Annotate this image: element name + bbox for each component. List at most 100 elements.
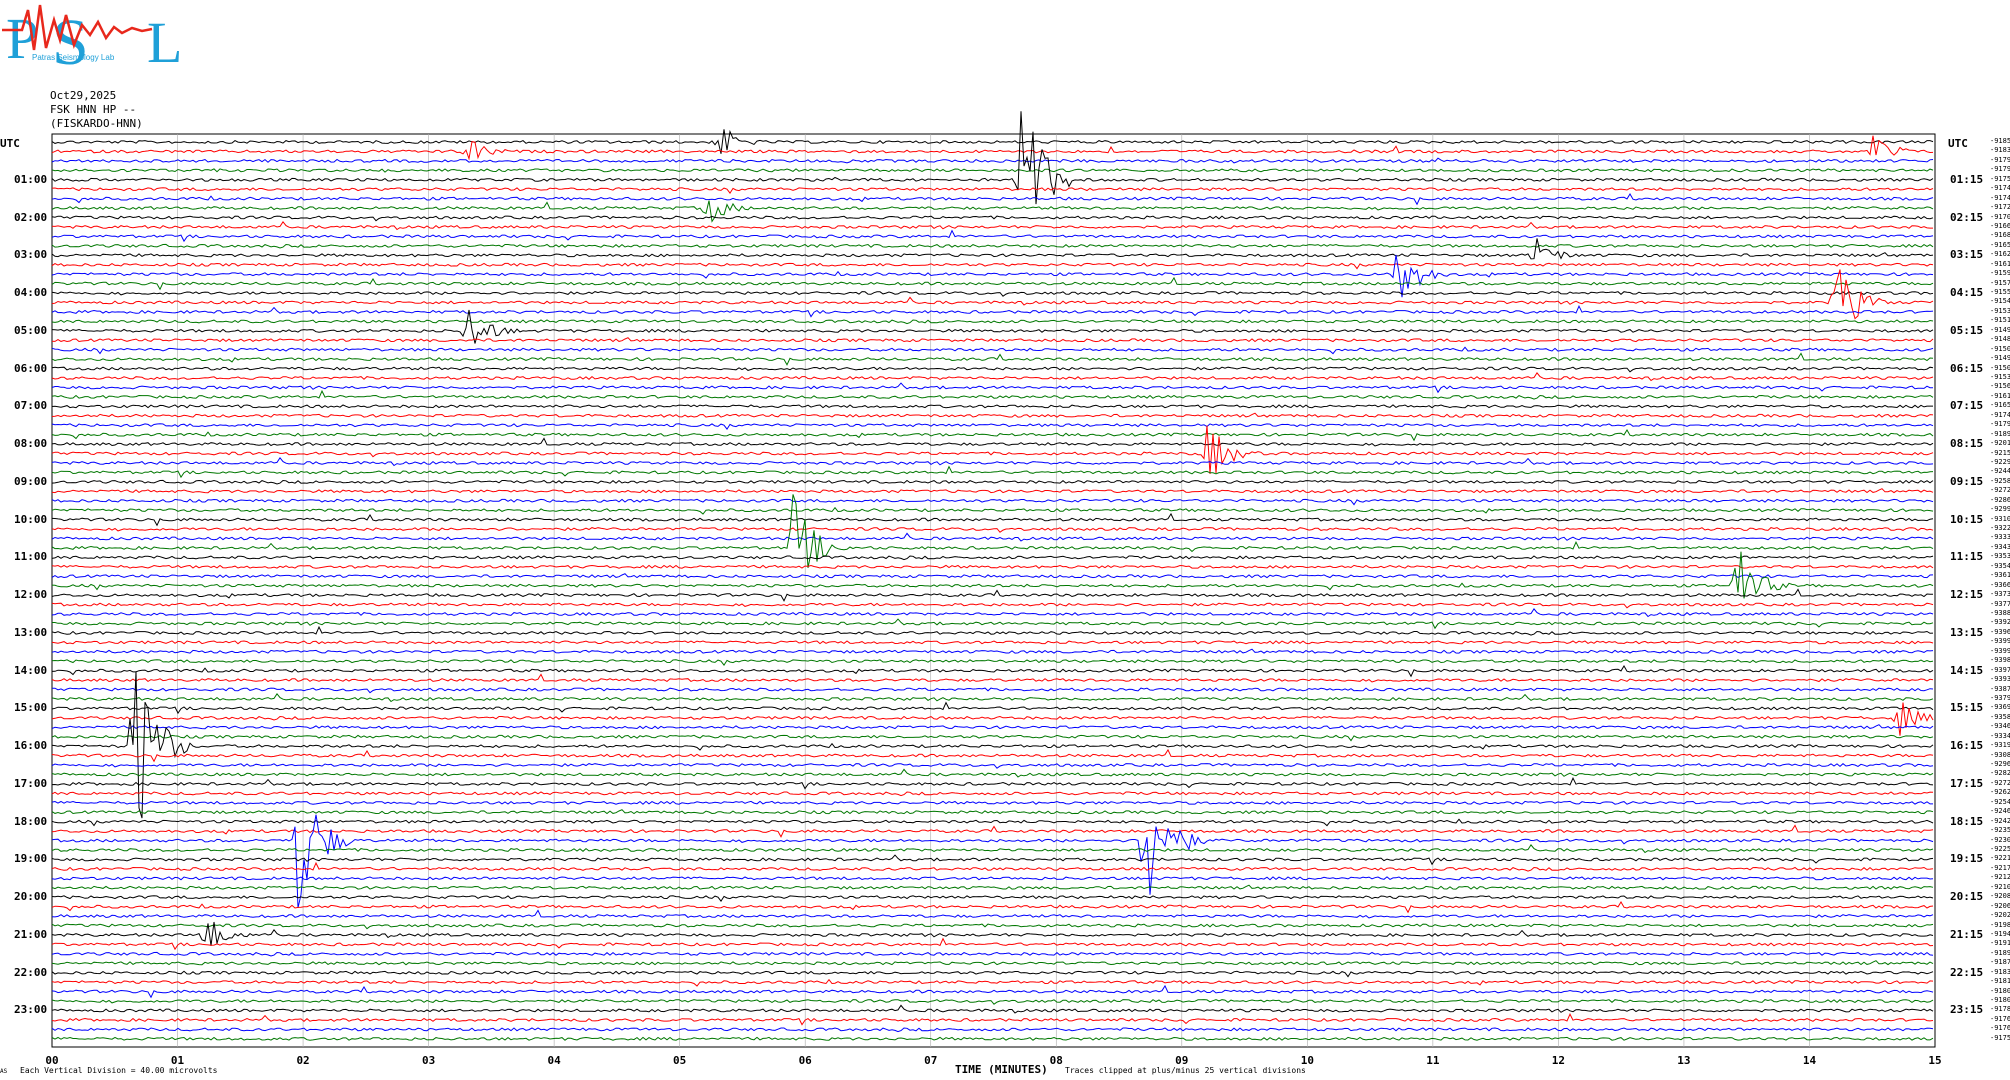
seismic-trace [51, 763, 1934, 769]
seismic-trace [51, 777, 1934, 790]
right-time-label: 17:15 [1950, 776, 1984, 790]
trace-count-label: -9369 [1990, 703, 2010, 712]
seismic-trace [51, 423, 1934, 430]
x-tick-label: 05 [673, 1054, 687, 1067]
seismic-trace [51, 111, 1934, 205]
right-time-label: 02:15 [1950, 210, 1984, 224]
psl-logo: P S L Patras Seismology Lab [2, 0, 202, 79]
right-time-label: 10:15 [1950, 512, 1984, 526]
x-tick-label: 02 [296, 1054, 310, 1067]
left-time-label: 22:00 [14, 965, 48, 979]
trace-count-label: -9159 [1990, 269, 2010, 278]
trace-count-label: -9392 [1990, 618, 2010, 627]
seismic-trace [51, 200, 1934, 223]
x-tick-label: 00 [45, 1054, 59, 1067]
trace-count-label: -9230 [1990, 835, 2010, 844]
seismic-trace [51, 673, 1934, 683]
trace-count-label: -9194 [1990, 929, 2010, 938]
trace-count-label: -9242 [1990, 816, 2010, 825]
logo-letter-l: L [147, 10, 182, 70]
x-tick-label: 01 [170, 1054, 185, 1067]
trace-count-label: -9206 [1990, 901, 2010, 910]
utc-left-label: UTC [0, 137, 20, 150]
trace-count-label: -9165 [1990, 240, 2010, 249]
site-label: (FISKARDO-HNN) [50, 117, 143, 130]
trace-count-label: -9258 [1990, 476, 2010, 485]
trace-count-label: -9396 [1990, 627, 2010, 636]
seismic-trace [51, 818, 1934, 827]
right-time-label: 01:15 [1950, 172, 1984, 186]
seismic-trace [51, 494, 1934, 568]
seismic-trace [51, 1013, 1934, 1026]
seismic-trace [51, 319, 1934, 325]
seismic-trace [51, 588, 1934, 602]
trace-count-label: -9361 [1990, 571, 2010, 580]
left-time-label: 19:00 [14, 852, 48, 866]
trace-count-label: -9151 [1990, 316, 2010, 325]
seismic-trace [51, 465, 1934, 479]
x-tick-label: 14 [1802, 1054, 1817, 1067]
trace-count-label: -9212 [1990, 873, 2010, 882]
right-time-label: 21:15 [1950, 927, 1984, 941]
left-time-label: 10:00 [14, 512, 48, 526]
seismic-trace [51, 352, 1934, 366]
trace-count-label: -9201 [1990, 439, 2010, 448]
x-axis-label: TIME (MINUTES) [955, 1063, 1048, 1076]
seismic-trace [51, 193, 1934, 206]
trace-count-label: -9168 [1990, 231, 2010, 240]
left-time-label: 18:00 [14, 814, 48, 828]
trace-count-label: -9244 [1990, 467, 2010, 476]
seismic-trace [51, 800, 1933, 805]
x-tick-label: 08 [1049, 1054, 1063, 1067]
left-time-label: 13:00 [14, 625, 48, 639]
seismic-trace [51, 429, 1934, 442]
left-time-label: 11:00 [14, 550, 48, 564]
seismic-trace [51, 970, 1934, 978]
seismic-trace [51, 960, 1934, 966]
left-time-label: 07:00 [14, 399, 48, 413]
trace-count-label: -9254 [1990, 797, 2010, 806]
left-time-label: 17:00 [14, 776, 48, 790]
seismic-trace [51, 262, 1934, 270]
trace-count-label: -9187 [1990, 958, 2010, 967]
trace-count-label: -9286 [1990, 495, 2010, 504]
seismic-trace [51, 923, 1934, 930]
left-time-label: 15:00 [14, 701, 48, 715]
seismic-trace [51, 921, 1934, 946]
seismic-trace [51, 512, 1934, 527]
right-time-label: 11:15 [1950, 550, 1984, 564]
trace-count-label: -9189 [1990, 948, 2010, 957]
right-time-label: 23:15 [1950, 1003, 1984, 1017]
logo-wave-icon [2, 4, 153, 51]
seismic-trace [51, 305, 1934, 318]
trace-count-label: -9208 [1990, 892, 2010, 901]
right-time-label: 14:15 [1950, 663, 1984, 677]
seismic-trace [51, 238, 1934, 260]
trace-count-label: -9387 [1990, 684, 2010, 693]
trace-count-label: -9215 [1990, 448, 2010, 457]
trace-count-label: -9388 [1990, 609, 2010, 617]
trace-count-label: -9373 [1990, 590, 2010, 599]
seismic-trace [51, 625, 1934, 636]
seismic-trace [51, 389, 1934, 400]
trace-count-label: -9149 [1990, 354, 2010, 363]
seismic-trace [51, 291, 1934, 297]
seismic-trace [51, 276, 1934, 291]
left-time-label: 16:00 [14, 739, 48, 753]
seismic-trace [51, 168, 1934, 173]
x-tick-label: 13 [1677, 1054, 1691, 1067]
left-time-label: 05:00 [14, 323, 48, 337]
seismic-trace [52, 618, 1934, 630]
trace-count-label: -9150 [1990, 344, 2010, 353]
trace-count-label: -9176 [1990, 1024, 2010, 1033]
left-time-label: 23:00 [14, 1003, 48, 1017]
trace-count-label: -9308 [1990, 750, 2010, 759]
trace-count-label: -9319 [1990, 741, 2010, 750]
seismic-trace [51, 701, 1934, 715]
trace-count-label: -9165 [1990, 401, 2010, 410]
left-time-label: 01:00 [14, 172, 48, 186]
seismic-trace [51, 337, 1934, 343]
trace-count-label: -9161 [1990, 259, 2010, 268]
seismic-trace [51, 734, 1934, 742]
seismic-trace [51, 382, 1933, 394]
